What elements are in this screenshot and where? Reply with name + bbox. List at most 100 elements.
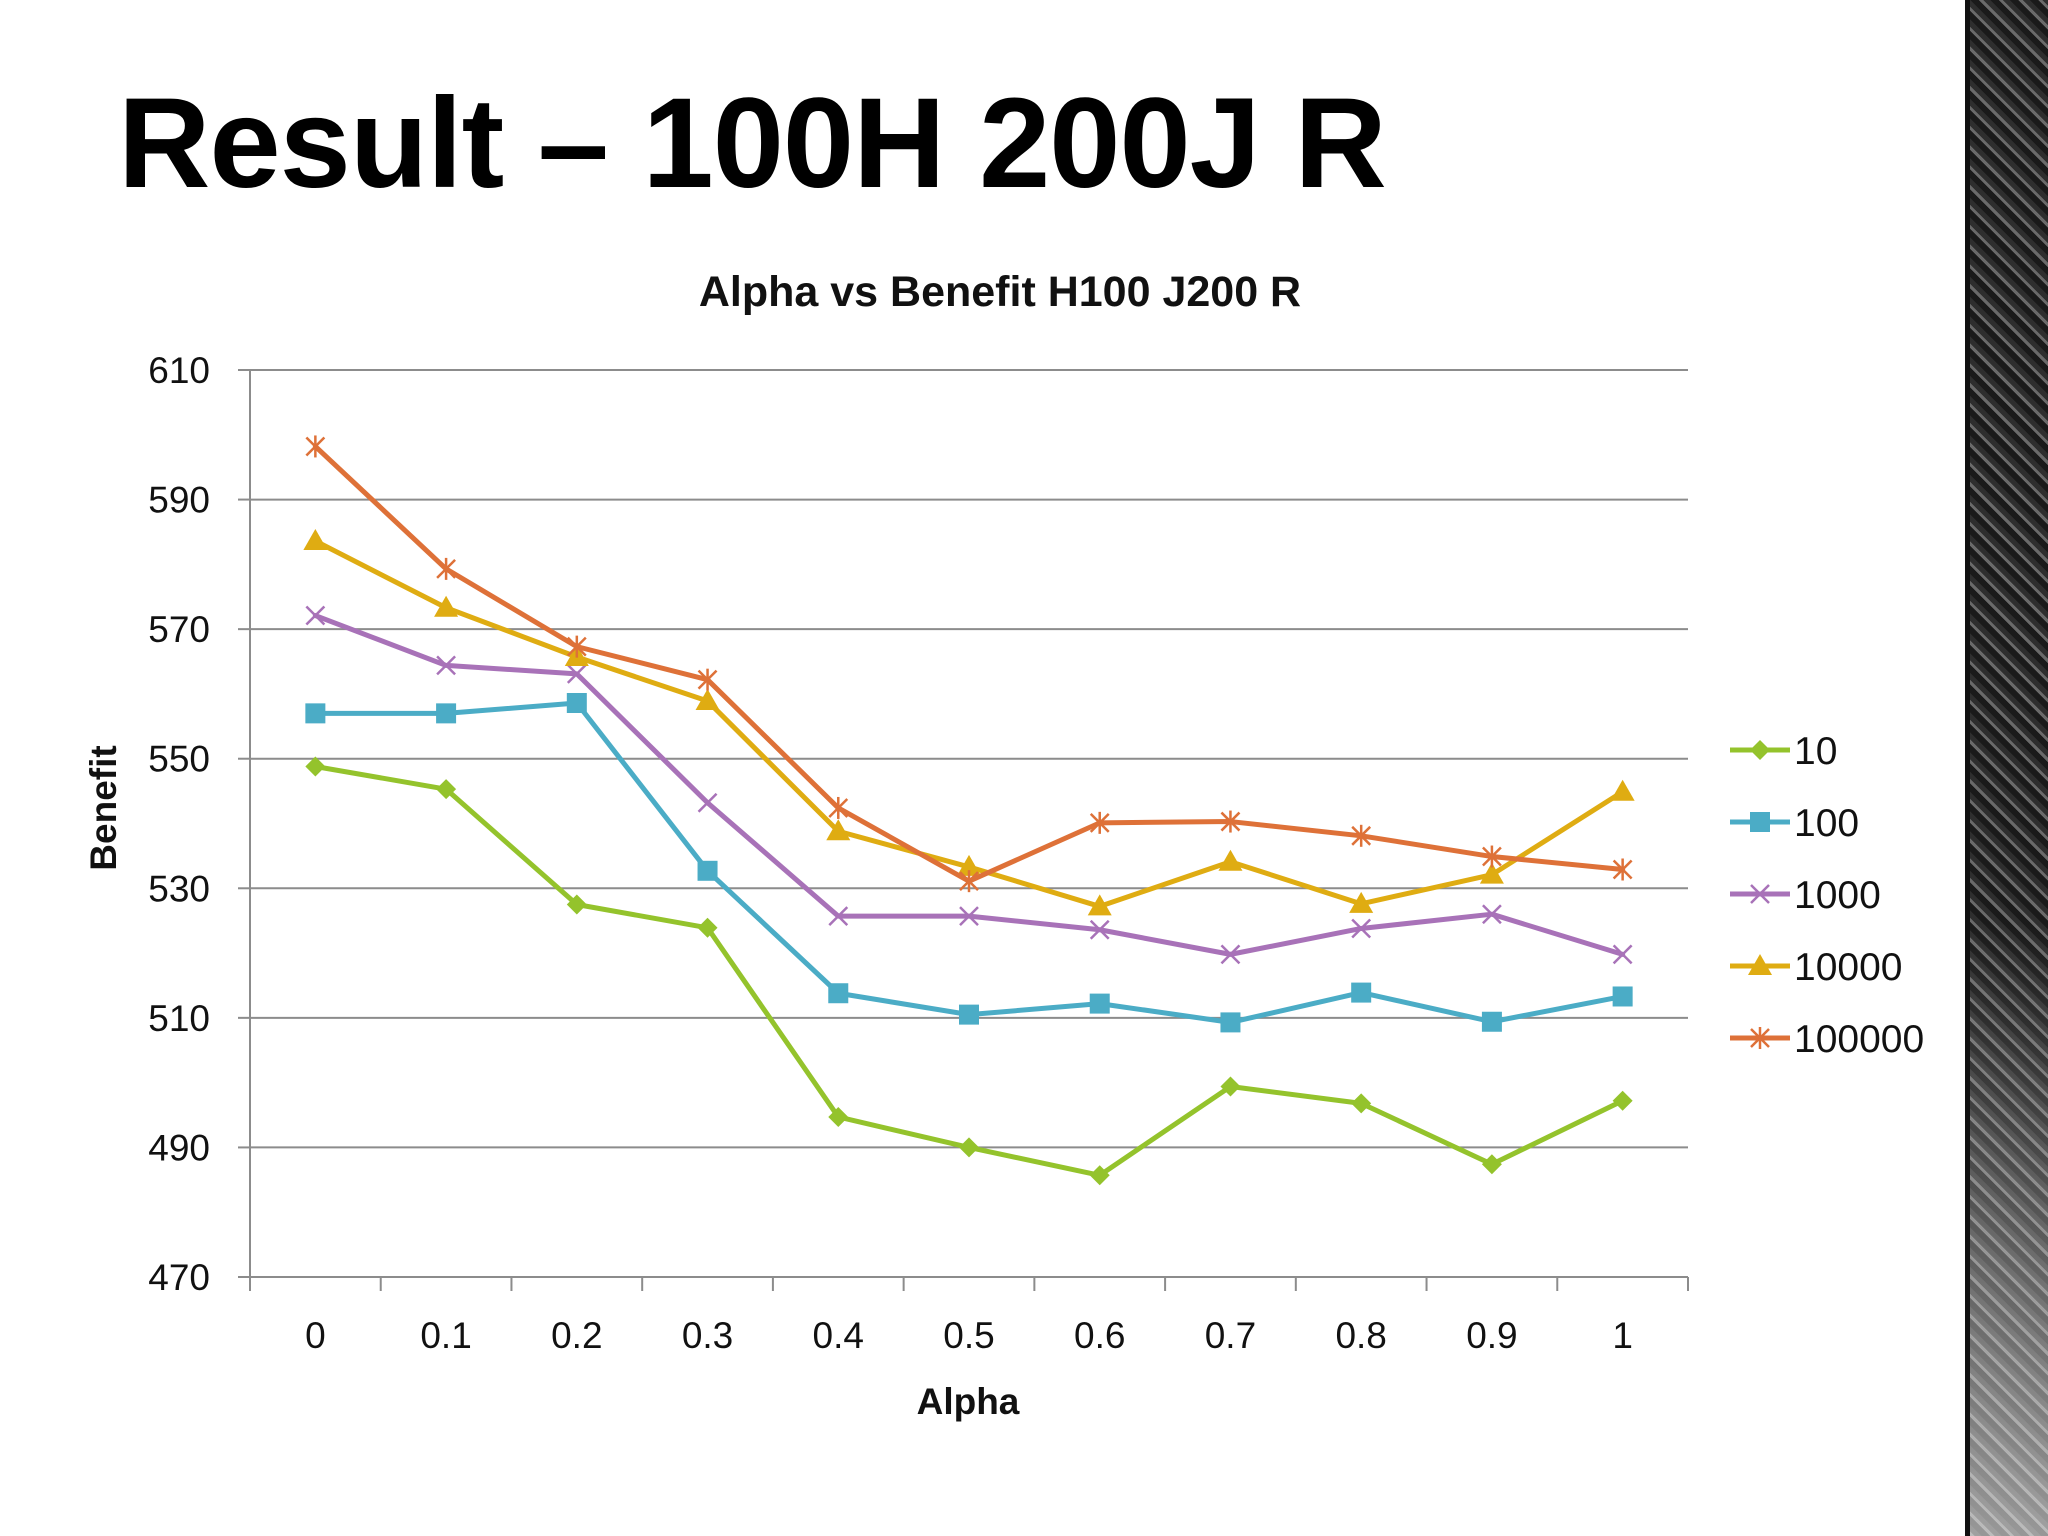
- series-100000: [305, 435, 1633, 893]
- data-point: [1612, 986, 1633, 1007]
- legend-marker: [1750, 740, 1770, 760]
- legend-marker: [1750, 812, 1770, 832]
- decorative-edge-line: [1962, 0, 1970, 1536]
- data-point: [1479, 862, 1504, 884]
- data-point: [305, 703, 326, 724]
- data-point: [828, 1106, 849, 1127]
- chart-title: Alpha vs Benefit H100 J200 R: [699, 268, 1301, 316]
- data-point: [305, 605, 326, 626]
- decorative-edge-texture: [1962, 0, 2048, 1536]
- x-axis-label: Alpha: [917, 1381, 1020, 1422]
- y-axis-label: Benefit: [83, 745, 124, 870]
- data-point: [1218, 849, 1243, 871]
- series-line: [312, 613, 1626, 957]
- x-tick-label: 0.4: [813, 1315, 864, 1356]
- legend-label: 100000: [1794, 1018, 1924, 1061]
- legend-item-100: 100: [1730, 802, 1859, 845]
- data-point: [1220, 1012, 1241, 1033]
- series-group: [303, 435, 1635, 1186]
- data-point: [695, 689, 720, 711]
- data-point: [1089, 811, 1110, 834]
- data-point: [959, 906, 979, 927]
- series-10: [305, 756, 1633, 1186]
- series-line: [312, 443, 1626, 884]
- data-point: [828, 796, 849, 819]
- data-point: [1089, 919, 1110, 940]
- data-point: [959, 1137, 979, 1158]
- series-line: [312, 763, 1626, 1178]
- legend-marker: [1750, 1027, 1770, 1049]
- data-point: [1482, 845, 1502, 868]
- data-point: [1351, 824, 1372, 847]
- data-point: [1481, 1154, 1502, 1175]
- series-line: [312, 538, 1626, 909]
- gridlines: [250, 369, 1688, 1149]
- x-tick-label: 0: [305, 1315, 326, 1356]
- axes: 470 490 510 530 550 570 590 610 0 0.1 0.2 0.3 0.4 0.5…: [148, 350, 1689, 1356]
- data-point: [828, 983, 849, 1004]
- data-point: [1351, 1093, 1372, 1114]
- data-point: [305, 756, 326, 777]
- y-tick-label: 570: [148, 609, 210, 650]
- x-tick-label: 0.1: [420, 1315, 471, 1356]
- series-100: [305, 692, 1633, 1033]
- data-point: [1087, 894, 1112, 916]
- legend-item-1000: 1000: [1730, 874, 1881, 917]
- data-point: [1481, 1011, 1502, 1032]
- data-point: [1351, 918, 1372, 939]
- data-point: [959, 870, 979, 893]
- series-1000: [305, 605, 1633, 965]
- legend-label: 10: [1794, 730, 1837, 773]
- data-point: [1349, 891, 1374, 913]
- data-point: [1610, 779, 1635, 801]
- data-point: [697, 917, 718, 938]
- data-point: [1351, 982, 1372, 1003]
- data-point: [434, 595, 459, 617]
- data-point: [436, 655, 456, 676]
- data-point: [1220, 944, 1241, 965]
- y-tick-label: 590: [148, 480, 210, 521]
- data-point: [1612, 858, 1633, 881]
- data-point: [566, 635, 587, 658]
- legend-item-100000: 100000: [1730, 1018, 1924, 1061]
- data-point: [436, 557, 456, 580]
- legend-label: 10000: [1794, 946, 1902, 989]
- x-tick-label: 0.2: [551, 1315, 602, 1356]
- x-tick-label: 0.9: [1466, 1315, 1517, 1356]
- legend-item-10: 10: [1730, 730, 1837, 773]
- legend-marker: [1748, 954, 1772, 975]
- legend-item-10000: 10000: [1730, 946, 1902, 989]
- data-point: [1089, 1165, 1110, 1186]
- data-point: [697, 668, 718, 691]
- data-point: [436, 703, 457, 724]
- data-point: [1220, 810, 1241, 833]
- data-point: [1482, 904, 1502, 925]
- data-point: [1612, 1090, 1633, 1111]
- data-point: [303, 529, 328, 551]
- slide-title: Result – 100H 200J R: [118, 72, 1387, 215]
- x-tick-label: 1: [1612, 1315, 1633, 1356]
- y-tick-label: 470: [148, 1257, 210, 1298]
- data-point: [828, 906, 849, 927]
- data-point: [697, 860, 718, 881]
- y-tick-label: 530: [148, 868, 210, 909]
- data-point: [566, 663, 587, 684]
- data-point: [1089, 993, 1110, 1014]
- x-tick-label: 0.6: [1074, 1315, 1125, 1356]
- y-tick-label: 550: [148, 739, 210, 780]
- x-tick-label: 0.5: [943, 1315, 994, 1356]
- legend-marker: [1750, 884, 1770, 904]
- series-10000: [303, 529, 1635, 916]
- y-tick-label: 610: [148, 350, 210, 391]
- data-point: [826, 819, 851, 841]
- data-point: [566, 692, 587, 713]
- x-tick-label: 0.7: [1205, 1315, 1256, 1356]
- data-point: [566, 894, 587, 915]
- legend: 10 100 1000 10000 100000: [1730, 730, 1924, 1061]
- data-point: [1220, 1076, 1241, 1097]
- data-point: [436, 779, 457, 800]
- data-point: [959, 1004, 979, 1025]
- y-tick-label: 490: [148, 1127, 210, 1168]
- y-tick-label: 510: [148, 998, 210, 1039]
